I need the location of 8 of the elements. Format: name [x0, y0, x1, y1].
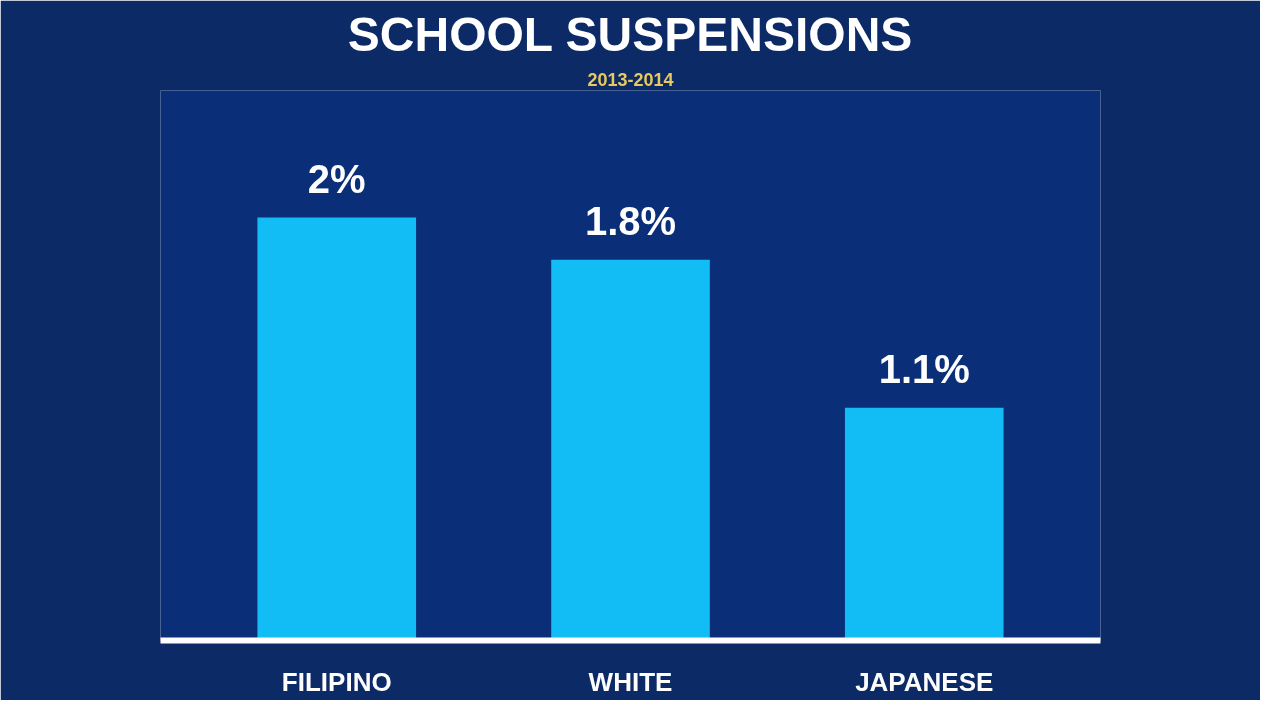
x-tick-label: WHITE [588, 666, 673, 697]
data-label: 1.1% [878, 346, 970, 391]
x-tick-label: FILIPINO [281, 666, 392, 697]
x-tick-label: JAPANESE [855, 666, 994, 697]
data-label: 2% [307, 156, 366, 201]
data-label: 1.8% [584, 198, 677, 243]
chart-title: SCHOOL SUSPENSIONS [347, 7, 913, 61]
chart-subtitle: 2013-2014 [587, 69, 674, 90]
